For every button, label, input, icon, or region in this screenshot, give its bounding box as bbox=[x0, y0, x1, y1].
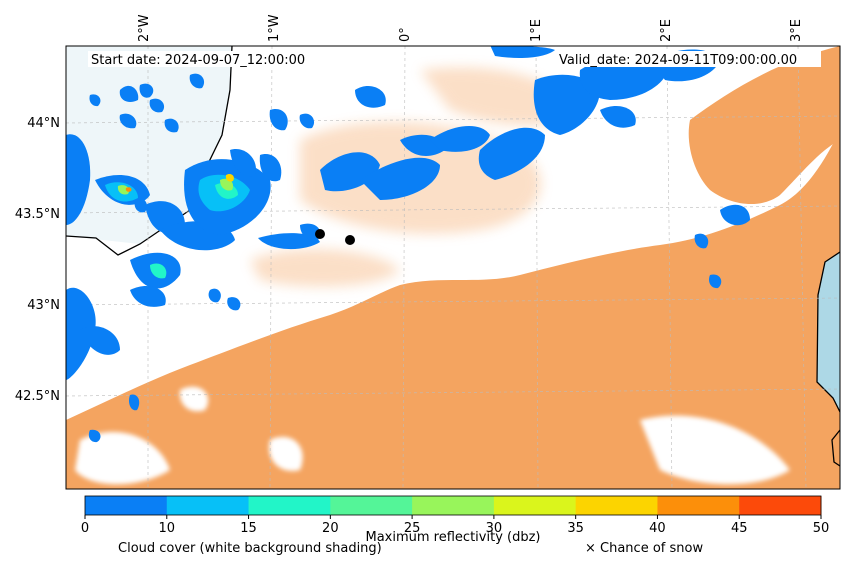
coastline-east bbox=[816, 251, 840, 413]
lon-label: 3°E bbox=[789, 19, 804, 42]
lat-label: 43°N bbox=[27, 298, 60, 313]
cloud-gaps bbox=[75, 386, 790, 485]
colorbar-swatch bbox=[85, 496, 168, 515]
colorbar-swatch bbox=[248, 496, 331, 515]
colorbar-tick-label: 10 bbox=[159, 521, 176, 536]
colorbar-swatch bbox=[739, 496, 822, 515]
colorbar-swatch bbox=[330, 496, 413, 515]
start-date-label: Start date: 2024-09-07_12:00:00 bbox=[91, 53, 305, 68]
reflectivity-high bbox=[105, 173, 250, 279]
colorbar-tick-label: 45 bbox=[731, 521, 748, 536]
lat-label: 43.5°N bbox=[15, 207, 60, 222]
cloud-cover-orange bbox=[66, 46, 840, 489]
lat-label: 44°N bbox=[27, 116, 60, 131]
city-marker bbox=[315, 229, 325, 239]
coastline-east-2 bbox=[831, 429, 840, 467]
lon-label: 2°E bbox=[659, 19, 674, 42]
colorbar-tick-label: 15 bbox=[240, 521, 257, 536]
map-area bbox=[65, 45, 841, 490]
colorbar-tick-label: 25 bbox=[404, 521, 421, 536]
sea-east bbox=[817, 252, 840, 412]
city-markers bbox=[315, 229, 355, 245]
longitude-labels: 2°W 1°W 0° 1°E 2°E 3°E bbox=[137, 14, 804, 42]
lat-label: 42.5°N bbox=[15, 389, 60, 404]
colorbar-tick-label: 50 bbox=[813, 521, 830, 536]
latitude-labels: 44°N 43.5°N 43°N 42.5°N bbox=[15, 116, 60, 404]
colorbar-swatch bbox=[493, 496, 577, 515]
lon-label: 1°W bbox=[267, 14, 282, 42]
colorbar-tick-label: 0 bbox=[81, 521, 89, 536]
snow-legend: × Chance of snow bbox=[585, 541, 703, 556]
start-date-bg bbox=[88, 51, 318, 67]
colorbar-tick-label: 30 bbox=[486, 521, 503, 536]
cloud-cover-legend: Cloud cover (white background shading) bbox=[118, 541, 382, 556]
lon-label: 1°E bbox=[529, 19, 544, 42]
colorbar-label: Maximum reflectivity (dbz) bbox=[366, 530, 541, 545]
lon-label: 0° bbox=[398, 27, 413, 42]
colorbar: 0 10 15 20 25 30 35 40 45 50 Maximum reflectivity… bbox=[81, 495, 829, 545]
colorbar-swatches bbox=[85, 496, 822, 515]
colorbar-tick-label: 35 bbox=[567, 521, 584, 536]
city-marker bbox=[345, 235, 355, 245]
colorbar-swatch bbox=[166, 496, 250, 515]
valid-date-label: Valid_date: 2024-09-11T09:00:00.00 bbox=[559, 53, 797, 68]
colorbar-swatch bbox=[657, 496, 740, 515]
colorbar-swatch bbox=[575, 496, 658, 515]
valid-date-bg bbox=[556, 51, 821, 67]
colorbar-swatch bbox=[412, 496, 495, 515]
lon-label: 2°W bbox=[137, 14, 152, 42]
colorbar-tick-label: 40 bbox=[649, 521, 666, 536]
colorbar-tick-label: 20 bbox=[322, 521, 339, 536]
colorbar-ticks: 0 10 15 20 25 30 35 40 45 50 bbox=[81, 515, 829, 536]
